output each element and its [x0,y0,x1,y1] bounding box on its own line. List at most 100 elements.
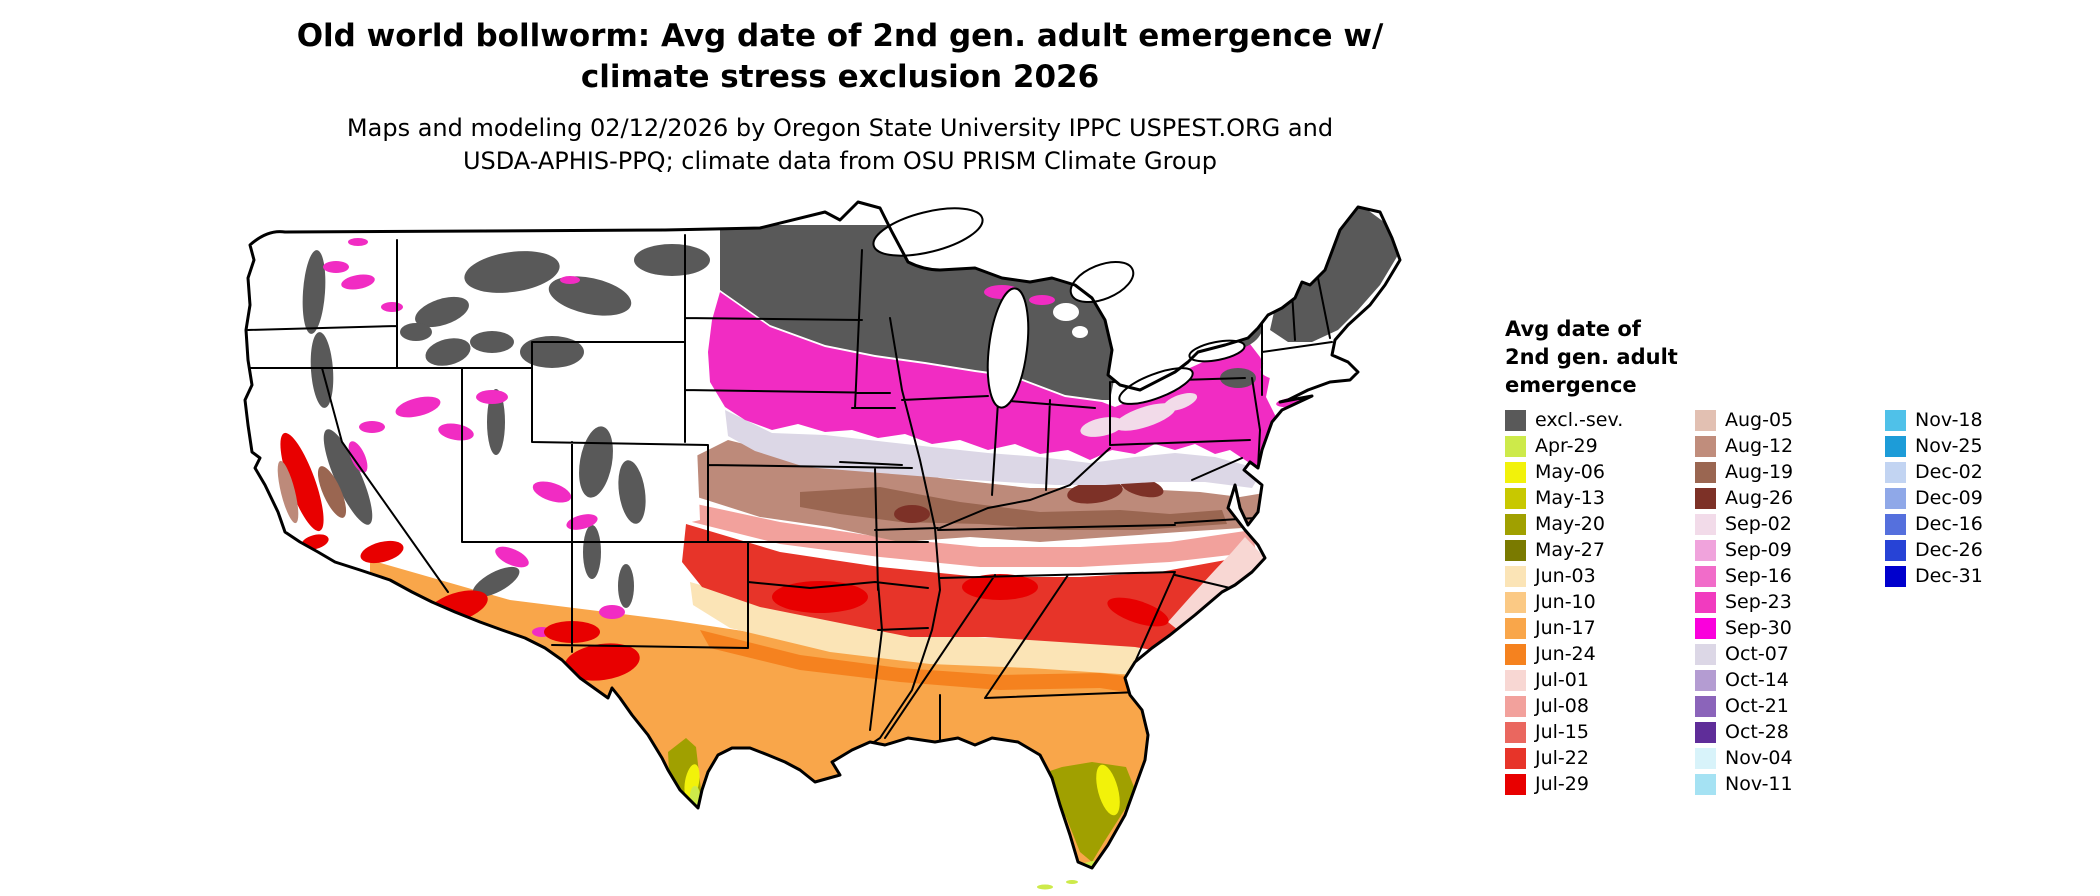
legend-swatch [1505,513,1526,535]
legend-title-line: emergence [1505,373,1637,397]
legend-label: Sep-09 [1725,538,1792,561]
legend-column: Nov-18 Nov-25 Dec-02 Dec-09 Dec-16 Dec-26 Dec-… [1885,407,2075,589]
legend-label: May-27 [1535,538,1605,561]
legend-column: excl.-sev. Apr-29 May-06 May-13 May-20 May-27… [1505,407,1695,797]
legend-label: Aug-12 [1725,434,1794,457]
legend-title: Avg date of 2nd gen. adult emergence [1505,315,2085,399]
legend-entry: Dec-09 [1885,485,2075,511]
legend-swatch [1695,773,1716,795]
legend-label: May-13 [1535,486,1605,509]
legend-label: Jun-24 [1535,642,1596,665]
legend-label: Dec-26 [1915,538,1983,561]
legend-swatch [1505,747,1526,769]
legend-entry: Aug-05 [1695,407,1885,433]
legend-entry: Sep-09 [1695,537,1885,563]
legend-swatch [1885,487,1906,509]
legend-swatch [1505,565,1526,587]
legend-swatch [1695,617,1716,639]
legend-label: excl.-sev. [1535,408,1624,431]
legend-label: Oct-14 [1725,668,1789,691]
legend-entry: Dec-31 [1885,563,2075,589]
legend-swatch [1505,591,1526,613]
legend-swatch [1505,773,1526,795]
legend-entry: Oct-14 [1695,667,1885,693]
legend-swatch [1695,643,1716,665]
map-subtitle: Maps and modeling 02/12/2026 by Oregon S… [0,112,1680,178]
legend-entry: May-06 [1505,459,1695,485]
legend-entry: Sep-02 [1695,511,1885,537]
lake-ontario [1188,339,1246,363]
legend-label: Jul-08 [1535,694,1589,717]
lake-erie [1118,367,1194,405]
legend-label: Jul-22 [1535,746,1589,769]
legend-column: Aug-05 Aug-12 Aug-19 Aug-26 Sep-02 Sep-09 Sep-… [1695,407,1885,797]
legend-entry: Nov-18 [1885,407,2075,433]
legend-swatch [1885,565,1906,587]
legend-swatch [1695,513,1716,535]
legend-entry: Jul-15 [1505,719,1695,745]
legend-label: Jul-15 [1535,720,1589,743]
map-subtitle-line2: USDA-APHIS-PPQ; climate data from OSU PR… [462,147,1218,175]
map-title: Old world bollworm: Avg date of 2nd gen.… [0,16,1680,98]
legend-entry: Aug-12 [1695,433,1885,459]
legend-label: Jun-03 [1535,564,1596,587]
legend-swatch [1885,539,1906,561]
legend-title-line: 2nd gen. adult [1505,345,1678,369]
legend-label: Nov-18 [1915,408,1983,431]
legend-swatch [1695,487,1716,509]
legend-label: Dec-02 [1915,460,1983,483]
florida-keys [1037,880,1078,890]
legend-swatch [1505,643,1526,665]
legend-label: Aug-05 [1725,408,1794,431]
legend-swatch [1885,435,1906,457]
legend-entry: Jun-17 [1505,615,1695,641]
legend-label: Sep-16 [1725,564,1792,587]
legend-label: Sep-23 [1725,590,1792,613]
us-outline [243,200,1402,870]
legend-columns: excl.-sev. Apr-29 May-06 May-13 May-20 May-27… [1505,407,2085,797]
legend-label: Sep-30 [1725,616,1792,639]
legend-swatch [1885,461,1906,483]
legend-label: Jun-17 [1535,616,1596,639]
legend-entry: Jul-22 [1505,745,1695,771]
legend-label: Nov-25 [1915,434,1983,457]
legend-swatch [1505,669,1526,691]
legend-swatch [1505,435,1526,457]
legend-entry: Oct-21 [1695,693,1885,719]
legend-swatch [1505,539,1526,561]
legend-entry: Sep-23 [1695,589,1885,615]
legend-label: Jun-10 [1535,590,1596,613]
state-borders [245,234,1333,766]
legend-entry: Jul-29 [1505,771,1695,797]
legend-entry: Aug-26 [1695,485,1885,511]
legend-swatch [1695,409,1716,431]
legend-entry: Dec-16 [1885,511,2075,537]
legend-entry: Dec-26 [1885,537,2075,563]
legend-label: Nov-11 [1725,772,1793,795]
legend-swatch [1695,669,1716,691]
legend-swatch [1885,513,1906,535]
legend-label: Dec-09 [1915,486,1983,509]
legend-entry: Jul-01 [1505,667,1695,693]
legend-entry: May-27 [1505,537,1695,563]
legend-label: Aug-26 [1725,486,1794,509]
legend-swatch [1695,591,1716,613]
legend-entry: Oct-07 [1695,641,1885,667]
legend-label: Aug-19 [1725,460,1794,483]
us-map [240,190,1410,892]
legend-entry: Jun-24 [1505,641,1695,667]
legend-label: May-20 [1535,512,1605,535]
legend-swatch [1695,565,1716,587]
legend-label: Jul-29 [1535,772,1589,795]
legend-swatch [1505,487,1526,509]
legend-entry: excl.-sev. [1505,407,1695,433]
legend-swatch [1505,461,1526,483]
legend-entry: Sep-30 [1695,615,1885,641]
legend-label: Oct-07 [1725,642,1789,665]
legend-label: Apr-29 [1535,434,1598,457]
legend-swatch [1695,461,1716,483]
legend-entry: Nov-04 [1695,745,1885,771]
legend-label: Sep-02 [1725,512,1792,535]
legend-swatch [1505,695,1526,717]
